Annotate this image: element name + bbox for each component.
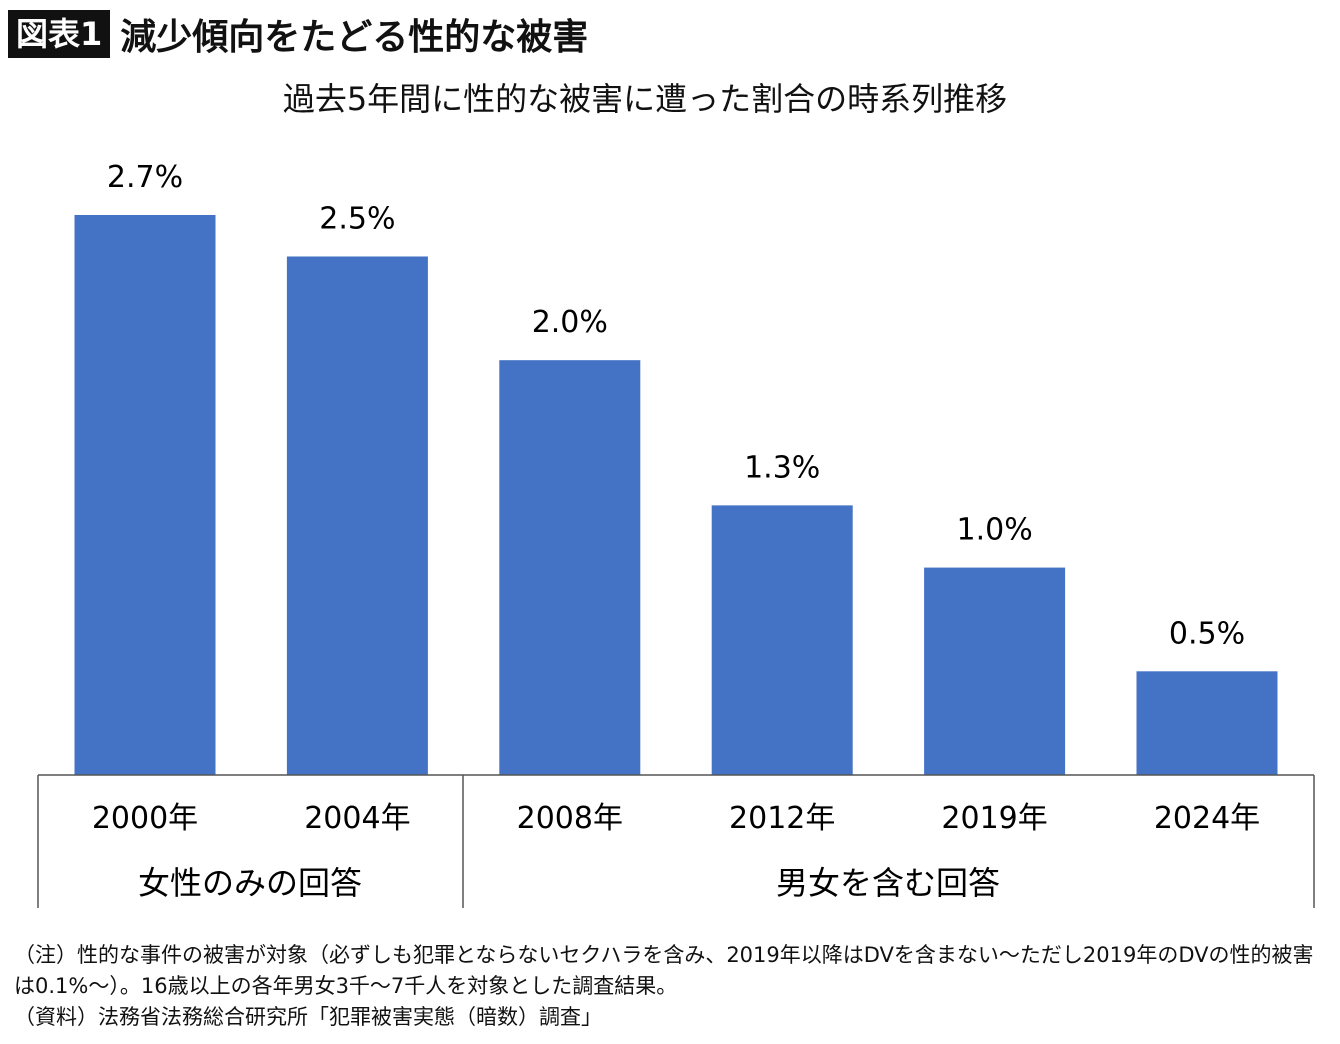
bar bbox=[711, 505, 853, 775]
data-label: 2.7% bbox=[107, 160, 183, 195]
note-text: （注）性的な事件の被害が対象（必ずしも犯罪とならないセクハラを含み、2019年以… bbox=[14, 943, 1314, 998]
category-label: 2024年 bbox=[1154, 801, 1260, 836]
bar bbox=[499, 360, 641, 775]
notes: （注）性的な事件の被害が対象（必ずしも犯罪とならないセクハラを含み、2019年以… bbox=[14, 940, 1334, 1033]
category-label: 2019年 bbox=[941, 801, 1047, 836]
page-title: 減少傾向をたどる性的な被害 bbox=[120, 17, 589, 58]
data-label: 0.5% bbox=[1169, 616, 1245, 651]
data-label: 1.0% bbox=[956, 513, 1032, 548]
bar bbox=[924, 567, 1066, 775]
figure-badge: 図表1 bbox=[8, 10, 111, 58]
chart-title: 過去5年間に性的な被害に遭った割合の時系列推移 bbox=[282, 80, 1008, 118]
bar-chart: 2.7% 2000年 2.5% 2004年 2.0% 2008年 1.3% 2012年 1.0%… bbox=[37, 160, 1315, 908]
group-label: 女性のみの回答 bbox=[138, 864, 362, 902]
category-label: 2012年 bbox=[729, 801, 835, 836]
data-label: 2.5% bbox=[319, 201, 395, 236]
bar bbox=[286, 256, 428, 776]
category-label: 2000年 bbox=[92, 801, 198, 836]
source-text: （資料）法務省法務総合研究所「犯罪被害実態（暗数）調査」 bbox=[14, 1005, 602, 1029]
data-label: 1.3% bbox=[744, 450, 820, 485]
data-label: 2.0% bbox=[532, 305, 608, 340]
header: 図表1 減少傾向をたどる性的な被害 bbox=[8, 8, 588, 60]
category-label: 2008年 bbox=[517, 801, 623, 836]
bar bbox=[1136, 671, 1278, 775]
bar bbox=[74, 215, 216, 775]
group-label: 男女を含む回答 bbox=[776, 864, 1000, 902]
category-label: 2004年 bbox=[304, 801, 410, 836]
